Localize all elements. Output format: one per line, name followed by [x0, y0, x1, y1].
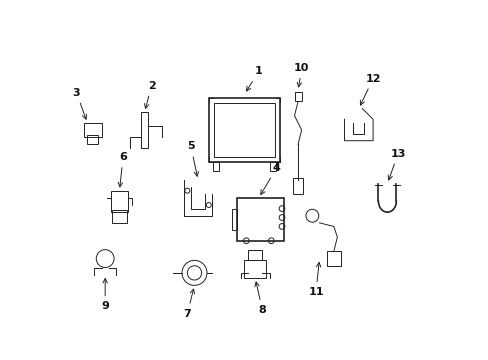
Text: 12: 12	[360, 73, 380, 105]
Bar	[87, 135, 98, 144]
Bar	[110, 191, 128, 212]
Text: 4: 4	[260, 163, 280, 194]
Text: 7: 7	[183, 289, 194, 319]
Text: 5: 5	[187, 141, 198, 176]
Bar	[231, 208, 237, 230]
Text: 2: 2	[144, 81, 155, 108]
Bar	[270, 162, 275, 171]
Text: 6: 6	[118, 152, 127, 187]
Bar	[83, 123, 102, 137]
Text: 1: 1	[246, 66, 262, 91]
Bar	[326, 251, 340, 266]
Bar	[292, 178, 303, 194]
Text: 13: 13	[387, 149, 405, 180]
Bar	[294, 93, 301, 102]
Text: 8: 8	[254, 282, 265, 315]
Bar	[112, 210, 126, 223]
Text: 9: 9	[101, 279, 109, 311]
Text: 11: 11	[307, 262, 323, 297]
Text: 3: 3	[73, 88, 86, 119]
Bar	[247, 249, 262, 260]
Bar	[213, 162, 218, 171]
Bar	[237, 198, 283, 241]
Text: 10: 10	[293, 63, 309, 87]
Bar	[141, 112, 148, 148]
Bar	[244, 260, 265, 278]
